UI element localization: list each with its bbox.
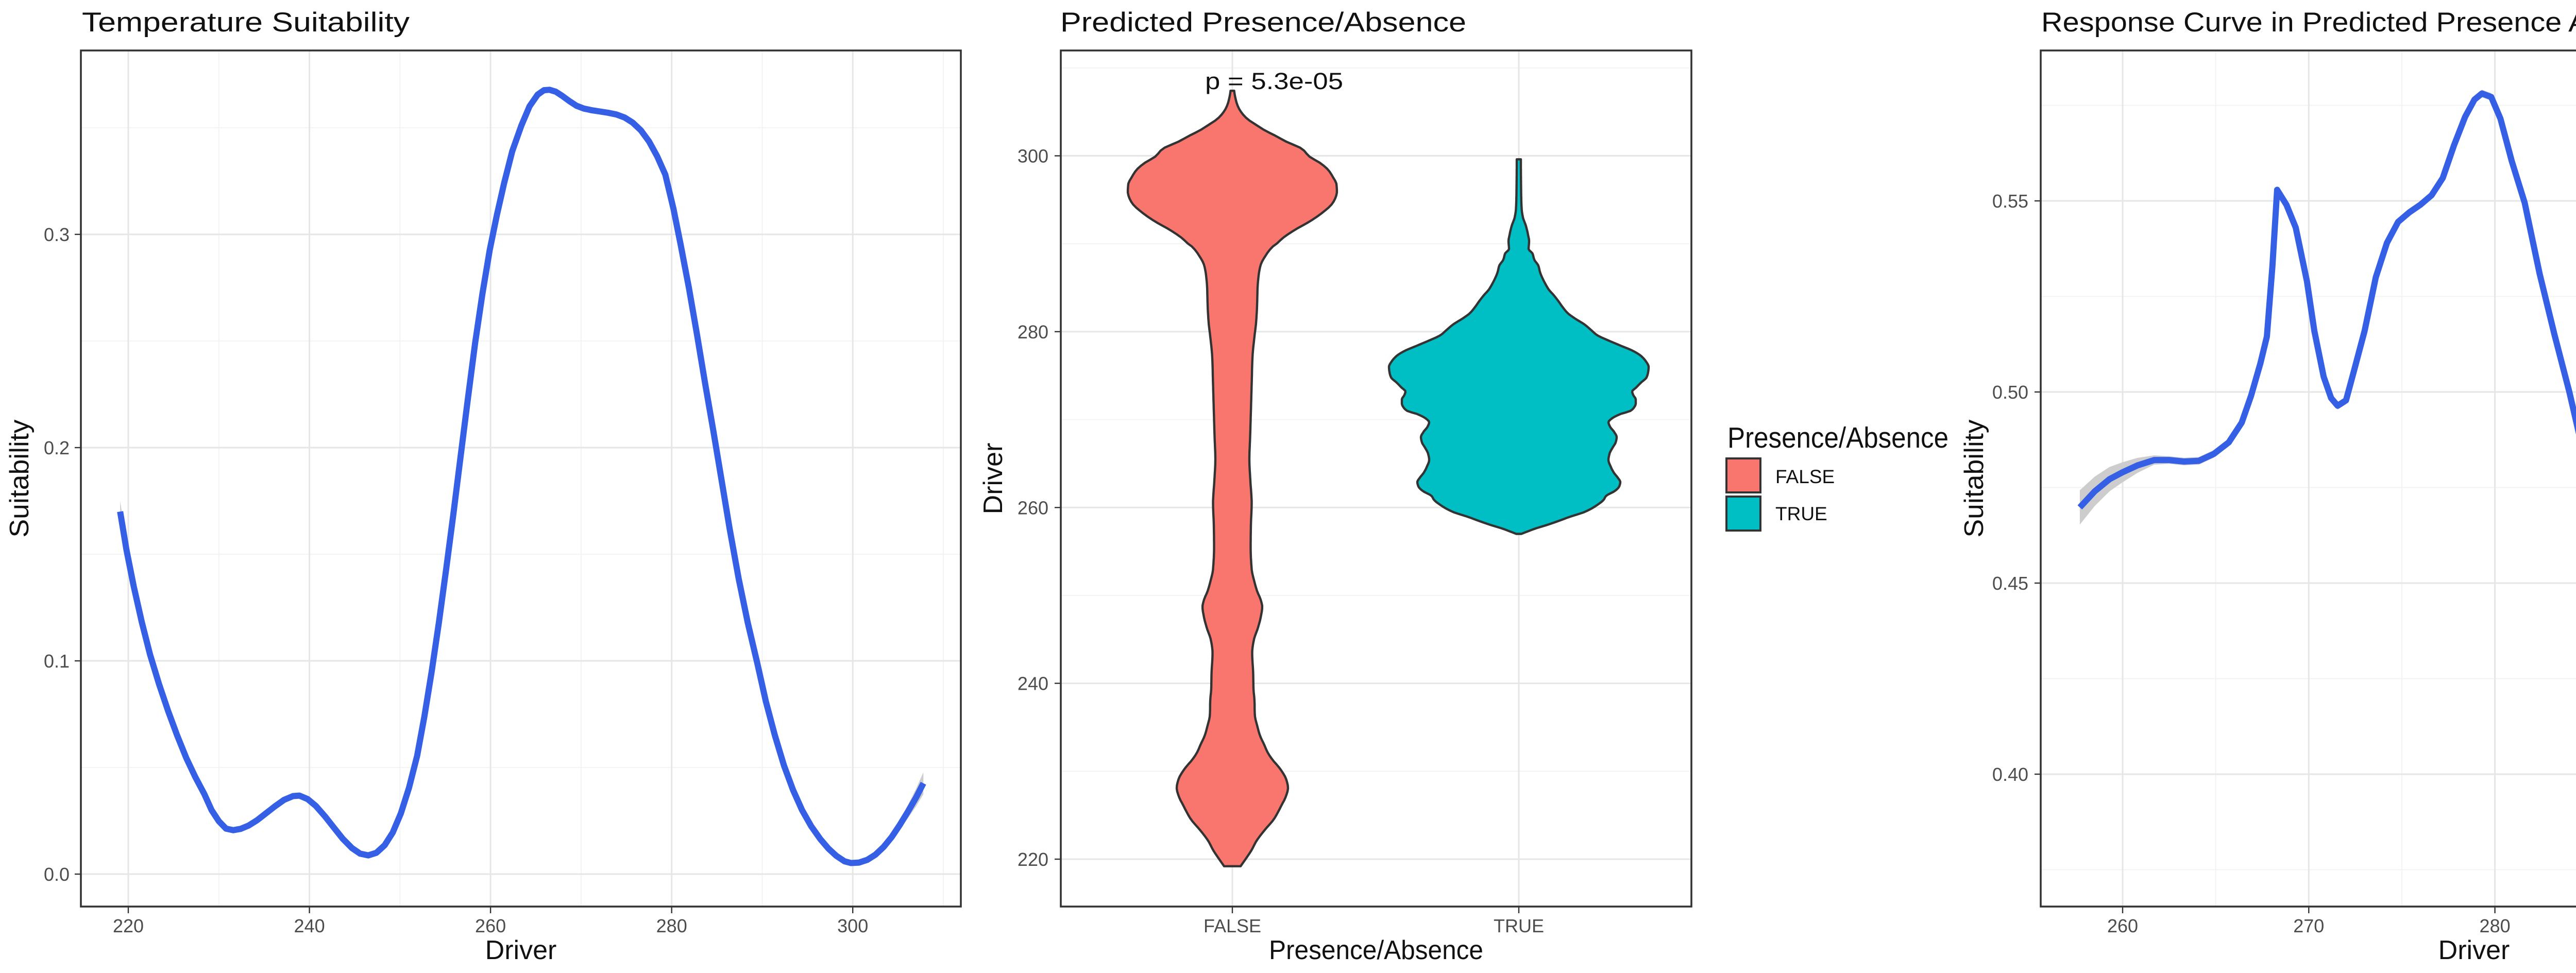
svg-text:0.50: 0.50 <box>1992 382 2028 403</box>
svg-text:0.40: 0.40 <box>1992 764 2028 785</box>
svg-text:0.45: 0.45 <box>1992 573 2028 594</box>
svg-text:Predicted Presence/Absence: Predicted Presence/Absence <box>1060 7 1466 38</box>
svg-text:0.0: 0.0 <box>44 864 70 885</box>
svg-text:0.55: 0.55 <box>1992 191 2028 212</box>
svg-text:p = 5.3e-05: p = 5.3e-05 <box>1205 68 1343 94</box>
svg-text:Temperature Suitability: Temperature Suitability <box>82 7 410 38</box>
svg-text:0.1: 0.1 <box>44 651 70 672</box>
svg-text:240: 240 <box>1018 673 1048 694</box>
svg-text:260: 260 <box>1018 497 1048 518</box>
svg-text:220: 220 <box>113 915 144 936</box>
svg-text:Response Curve in Predicted Pr: Response Curve in Predicted Presence Are… <box>2041 7 2576 38</box>
svg-text:Suitability: Suitability <box>1959 420 1989 538</box>
svg-text:280: 280 <box>656 915 687 936</box>
svg-text:280: 280 <box>1018 321 1048 343</box>
svg-text:260: 260 <box>475 915 506 936</box>
svg-text:Presence/Absence: Presence/Absence <box>1727 421 1948 454</box>
svg-text:270: 270 <box>2293 915 2324 936</box>
svg-text:TRUE: TRUE <box>1775 503 1827 524</box>
svg-text:Driver: Driver <box>2438 935 2510 965</box>
svg-text:220: 220 <box>1018 849 1048 870</box>
svg-text:300: 300 <box>837 915 868 936</box>
svg-text:240: 240 <box>294 915 325 936</box>
svg-text:300: 300 <box>1018 146 1048 167</box>
svg-text:TRUE: TRUE <box>1494 915 1544 936</box>
svg-text:0.2: 0.2 <box>44 437 70 458</box>
svg-text:Driver: Driver <box>978 443 1008 515</box>
svg-text:0.3: 0.3 <box>44 224 70 245</box>
svg-text:Presence/Absence: Presence/Absence <box>1269 935 1483 965</box>
svg-text:280: 280 <box>2480 915 2511 936</box>
svg-text:Driver: Driver <box>485 935 557 965</box>
svg-text:FALSE: FALSE <box>1204 915 1261 936</box>
svg-text:FALSE: FALSE <box>1775 466 1835 487</box>
svg-text:260: 260 <box>2107 915 2138 936</box>
svg-text:Suitability: Suitability <box>5 420 35 538</box>
